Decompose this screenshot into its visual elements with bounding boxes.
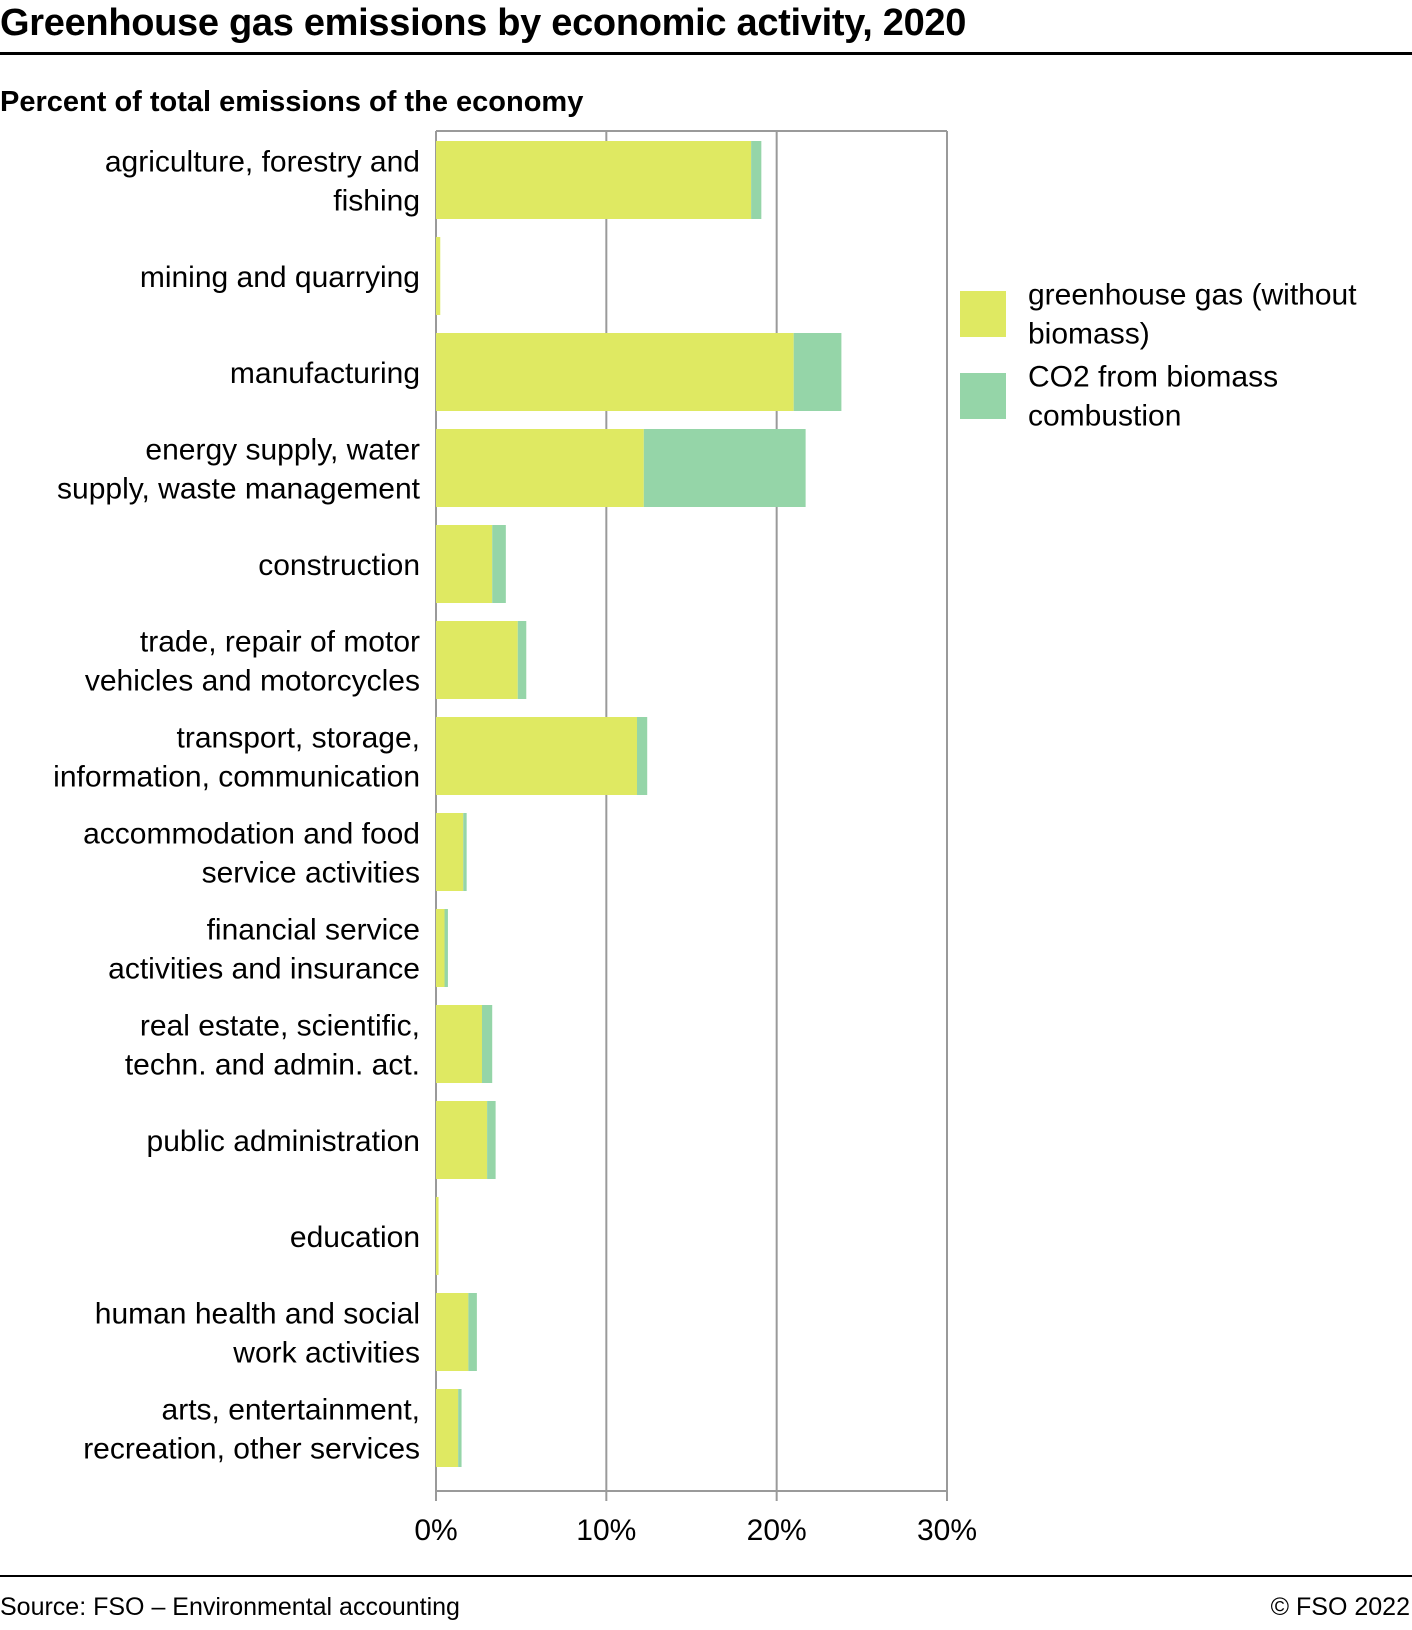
source-note: Source: FSO – Environmental accounting — [0, 1593, 460, 1621]
category-label: work activities — [232, 1337, 420, 1370]
title-divider — [0, 52, 1412, 55]
bar-co2-biomass — [643, 429, 806, 507]
bar-chart: agriculture, forestry and fishing mining a… — [53, 130, 1357, 1547]
bar-co2-biomass — [492, 525, 506, 603]
legend-swatch-biomass — [960, 373, 1006, 419]
bar-co2-biomass — [751, 141, 762, 219]
bar-ghg-without-biomass — [436, 429, 644, 507]
category-label: supply, waste management — [57, 473, 421, 506]
bar-co2-biomass — [444, 909, 448, 987]
category-label: vehicles and motorcycles — [85, 665, 420, 698]
bar-ghg-without-biomass — [436, 621, 518, 699]
bar-co2-biomass — [793, 333, 842, 411]
category-label: public administration — [147, 1125, 420, 1158]
bar-ghg-without-biomass — [436, 141, 752, 219]
bar-ghg-without-biomass — [436, 237, 441, 315]
x-axis-tick-labels: 0% 10% 20% 30% — [414, 1514, 977, 1547]
category-label: construction — [258, 549, 420, 582]
category-label: recreation, other services — [83, 1433, 420, 1466]
legend-label: CO2 from biomass — [1028, 361, 1278, 394]
chart-subtitle: Percent of total emissions of the econom… — [0, 86, 584, 118]
bar-co2-biomass — [487, 1101, 496, 1179]
category-label: activities and insurance — [108, 953, 420, 986]
legend-label: greenhouse gas (without — [1028, 279, 1357, 312]
category-label: energy supply, water — [145, 434, 420, 467]
category-label: techn. and admin. act. — [125, 1049, 420, 1082]
bar-ghg-without-biomass — [436, 333, 794, 411]
bar-ghg-without-biomass — [436, 1389, 459, 1467]
bar-ghg-without-biomass — [436, 813, 464, 891]
bar-ghg-without-biomass — [436, 909, 445, 987]
category-label: education — [290, 1221, 420, 1254]
category-label: arts, entertainment, — [162, 1394, 420, 1427]
bar-ghg-without-biomass — [436, 1101, 488, 1179]
category-labels: agriculture, forestry and fishing mining a… — [53, 146, 420, 1466]
bar-ghg-without-biomass — [436, 1005, 482, 1083]
category-label: mining and quarrying — [140, 261, 420, 294]
bars — [436, 141, 842, 1467]
category-label: real estate, scientific, — [140, 1010, 420, 1043]
category-label: manufacturing — [230, 357, 420, 390]
x-tick-label: 20% — [747, 1514, 807, 1547]
category-label: trade, repair of motor — [140, 626, 420, 659]
copyright-note: © FSO 2022 — [1270, 1593, 1410, 1621]
bar-co2-biomass — [468, 1293, 477, 1371]
x-tick-label: 10% — [576, 1514, 636, 1547]
bar-co2-biomass — [458, 1389, 462, 1467]
legend-swatch-ghg — [960, 291, 1006, 337]
bar-ghg-without-biomass — [436, 717, 637, 795]
footer-divider — [0, 1575, 1412, 1577]
category-label: service activities — [202, 857, 420, 890]
bar-ghg-without-biomass — [436, 1197, 439, 1275]
bar-co2-biomass — [481, 1005, 493, 1083]
category-label: agriculture, forestry and — [105, 146, 420, 179]
category-label: financial service — [207, 914, 420, 947]
x-tick-label: 0% — [414, 1514, 457, 1547]
legend: greenhouse gas (without biomass) CO2 from … — [960, 279, 1357, 433]
bar-co2-biomass — [517, 621, 527, 699]
category-label: information, communication — [53, 761, 420, 794]
legend-label: biomass) — [1028, 318, 1150, 351]
bar-ghg-without-biomass — [436, 525, 493, 603]
category-label: fishing — [333, 185, 420, 218]
category-label: accommodation and food — [83, 818, 420, 851]
bar-co2-biomass — [463, 813, 467, 891]
category-label: transport, storage, — [177, 722, 420, 755]
x-tick-label: 30% — [917, 1514, 977, 1547]
bar-co2-biomass — [636, 717, 648, 795]
legend-label: combustion — [1028, 400, 1181, 433]
bar-ghg-without-biomass — [436, 1293, 469, 1371]
category-label: human health and social — [95, 1298, 420, 1331]
chart-title: Greenhouse gas emissions by economic act… — [0, 2, 967, 44]
